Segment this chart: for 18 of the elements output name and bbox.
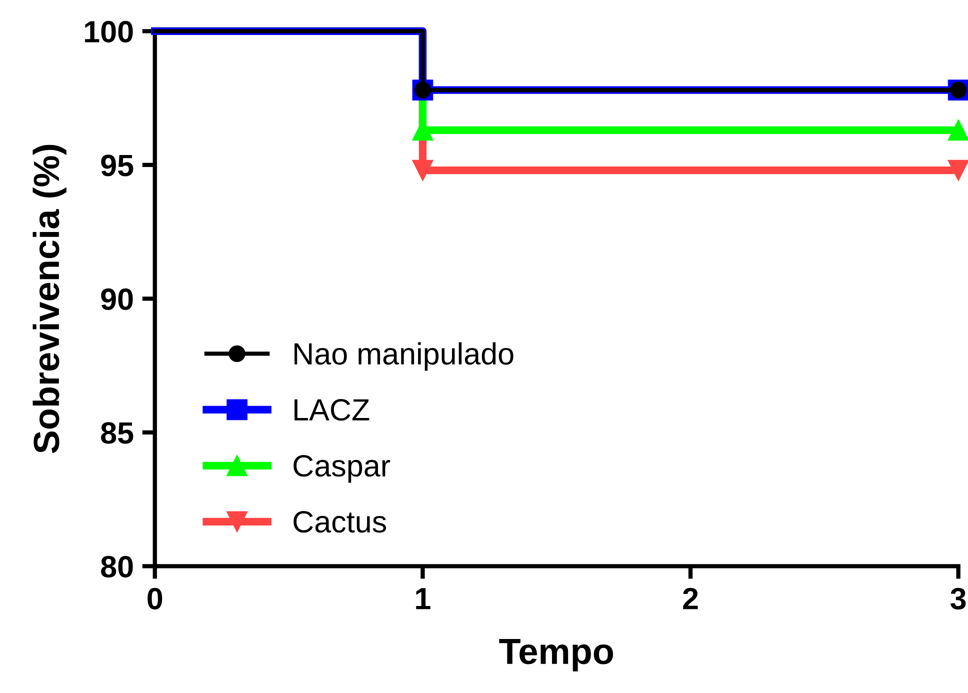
y-tick-label: 90 [101, 288, 133, 310]
legend-label: Cactus [294, 511, 386, 533]
legend-label: LACZ [294, 399, 370, 421]
x-tick-label: 1 [416, 588, 430, 610]
point [948, 160, 968, 181]
x-axis-title: Tempo [499, 639, 614, 672]
point [412, 160, 434, 181]
y-tick-label: 80 [101, 556, 133, 578]
x-tick-label: 2 [683, 588, 698, 610]
x-tick-label: 3 [950, 588, 966, 610]
y-tick-label: 95 [101, 154, 134, 176]
legend-label: Nao manipulado [294, 342, 514, 371]
y-axis-title: Sobrevivencia (%) [32, 144, 66, 454]
y-tick-label: 85 [101, 422, 134, 444]
x-tick-label: 0 [148, 588, 162, 610]
legend-label: Caspar [294, 455, 390, 483]
point [948, 120, 968, 141]
y-tick-label: 100 [84, 20, 133, 43]
